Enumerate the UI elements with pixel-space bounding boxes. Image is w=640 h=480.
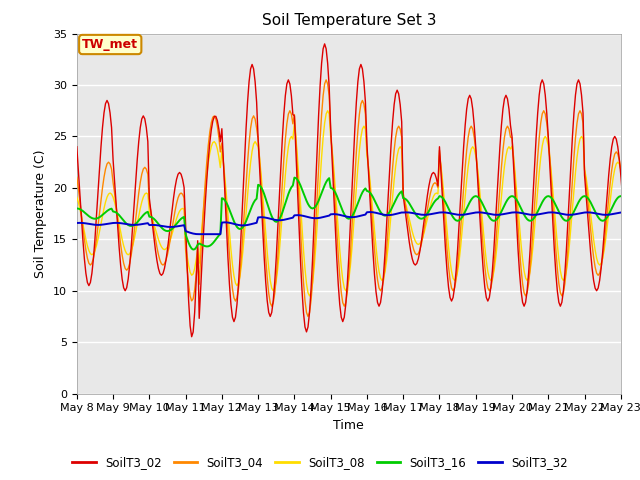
Y-axis label: Soil Temperature (C): Soil Temperature (C) (35, 149, 47, 278)
Legend: SoilT3_02, SoilT3_04, SoilT3_08, SoilT3_16, SoilT3_32: SoilT3_02, SoilT3_04, SoilT3_08, SoilT3_… (67, 452, 573, 474)
Title: Soil Temperature Set 3: Soil Temperature Set 3 (262, 13, 436, 28)
Text: TW_met: TW_met (82, 38, 138, 51)
X-axis label: Time: Time (333, 419, 364, 432)
